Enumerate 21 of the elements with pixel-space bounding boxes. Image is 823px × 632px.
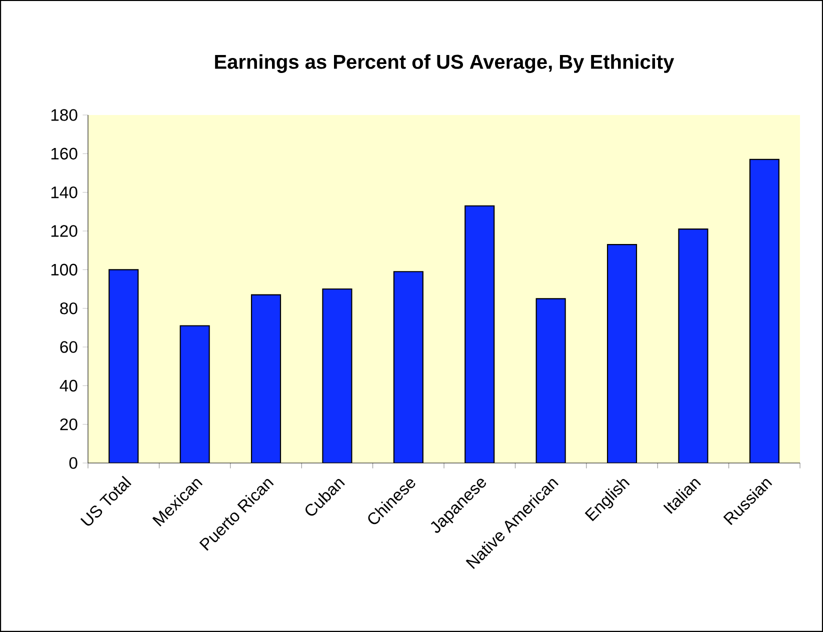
y-tick-label: 120 [51, 225, 78, 237]
bar [250, 294, 282, 463]
y-tick-label: 60 [60, 341, 78, 353]
bar [678, 228, 708, 463]
y-tick-label: 160 [51, 148, 78, 160]
y-tick-label: 0 [69, 457, 78, 469]
bar [108, 269, 139, 463]
y-tick-label: 180 [51, 109, 78, 121]
y-tick-label: 140 [51, 186, 78, 198]
y-tick-label: 80 [60, 302, 78, 314]
bar [393, 271, 424, 463]
bar [606, 244, 638, 463]
bar [464, 205, 495, 463]
y-tick-label: 20 [60, 418, 78, 430]
bar [322, 288, 352, 463]
bar [180, 325, 210, 463]
bar [749, 158, 780, 463]
chart-title: Earnings as Percent of US Average, By Ethnicity [215, 54, 674, 73]
y-tick-label: 40 [60, 380, 78, 392]
y-tick-label: 100 [51, 264, 78, 276]
bar [536, 298, 566, 463]
